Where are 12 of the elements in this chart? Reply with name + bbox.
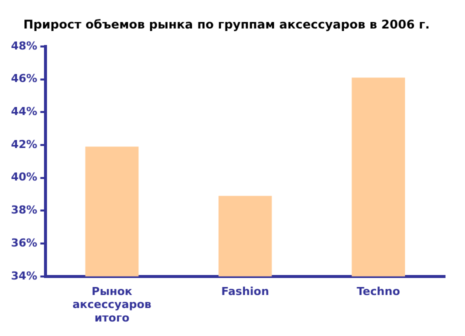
y-tick-label: 48% (10, 39, 38, 52)
y-tick-label: 38% (10, 204, 38, 217)
x-tick-label: Fashion (221, 284, 270, 298)
y-tick-label: 44% (10, 104, 38, 118)
y-tick-label: 40% (10, 170, 38, 184)
chart-title: Прирост объемов рынка по группам аксессуаров в 2006 г. (23, 17, 430, 32)
y-tick-label: 46% (10, 72, 38, 86)
y-tick-label: 34% (10, 269, 38, 282)
y-tick-label: 36% (10, 236, 38, 250)
x-tick-label: Techno (356, 284, 400, 298)
x-tick-label: Рынок аксессуаров итого (72, 284, 152, 324)
y-tick-label: 42% (10, 138, 38, 151)
